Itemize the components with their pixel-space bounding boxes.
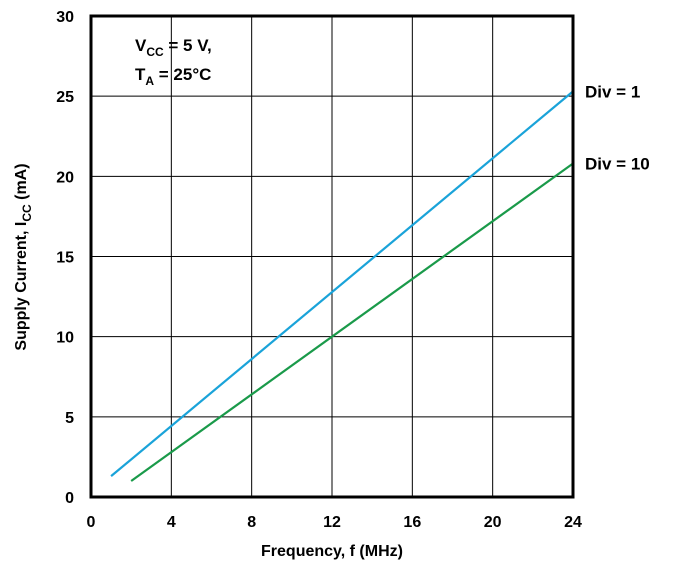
x-tick-label: 0 [87,514,96,531]
y-tick-label: 0 [65,490,74,507]
x-tick-label: 20 [484,514,502,531]
y-tick-labels: 0 5 10 15 20 25 30 [56,9,74,507]
series-lines [110,90,574,482]
y-tick-label: 10 [56,330,74,347]
conditions-annotation: VCC = 5 V, TA = 25°C [135,36,212,88]
svg-text:TA = 25°C: TA = 25°C [135,65,211,88]
x-tick-label: 8 [247,514,256,531]
series-labels: Div = 1 Div = 10 [585,82,650,173]
series-label-1: Div = 1 [585,82,640,101]
x-tick-label: 24 [564,514,582,531]
x-tick-label: 12 [323,514,341,531]
x-tick-label: 4 [167,514,176,531]
series-line-2 [130,162,574,482]
series-label-2: Div = 10 [585,155,650,174]
x-tick-label: 16 [403,514,421,531]
y-tick-label: 15 [56,250,74,267]
x-axis-title: Frequency, f (MHz) [261,543,403,560]
y-tick-label: 20 [56,169,74,186]
x-tick-labels: 0 4 8 12 16 20 24 [87,514,582,531]
grid-lines [91,16,573,497]
svg-text:VCC = 5 V,: VCC = 5 V, [135,36,212,59]
plot-frame [89,14,575,499]
y-tick-label: 25 [56,89,74,106]
y-tick-label: 5 [65,410,74,427]
series-line-1 [110,90,574,478]
y-axis-title: Supply Current, ICC (mA) [13,163,34,350]
y-tick-label: 30 [56,9,74,26]
